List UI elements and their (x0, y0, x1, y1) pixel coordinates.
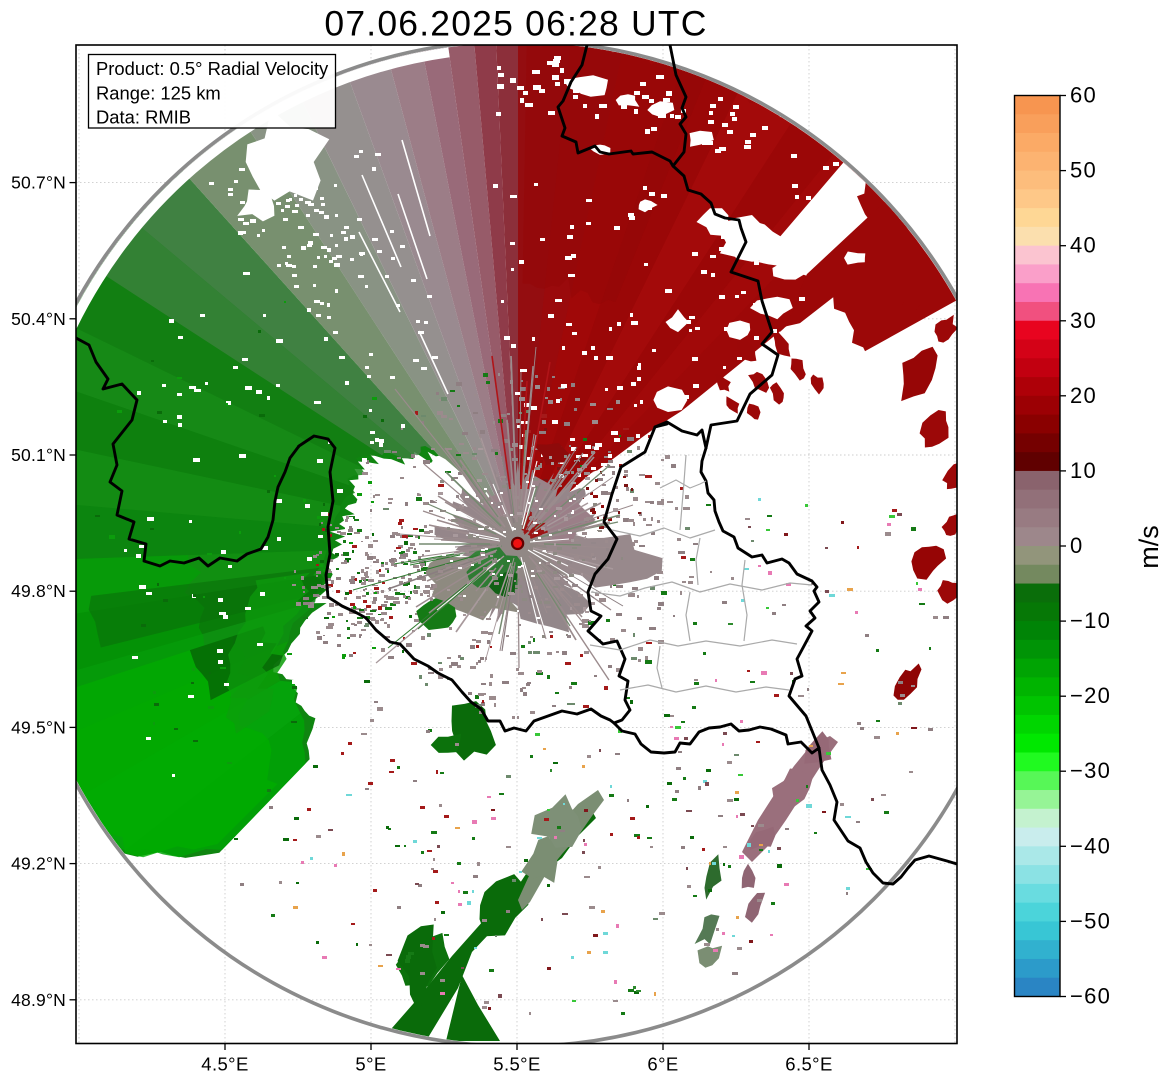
svg-text:6°E: 6°E (647, 1054, 678, 1075)
svg-text:10: 10 (1070, 458, 1097, 483)
svg-text:m/s: m/s (1134, 525, 1164, 569)
svg-text:50.7°N: 50.7°N (11, 173, 66, 193)
svg-text:−60: −60 (1070, 984, 1111, 1009)
svg-text:48.9°N: 48.9°N (11, 990, 66, 1010)
svg-text:Range: 125 km: Range: 125 km (96, 83, 221, 104)
svg-text:Product: 0.5° Radial Velocity: Product: 0.5° Radial Velocity (96, 58, 329, 79)
svg-text:−50: −50 (1070, 908, 1111, 933)
svg-text:40: 40 (1070, 233, 1097, 258)
svg-text:49.8°N: 49.8°N (11, 581, 66, 601)
svg-text:60: 60 (1070, 83, 1097, 108)
svg-text:4.5°E: 4.5°E (201, 1054, 248, 1075)
svg-text:−40: −40 (1070, 833, 1111, 858)
svg-text:0: 0 (1070, 533, 1084, 558)
svg-text:50.1°N: 50.1°N (11, 445, 66, 465)
svg-text:−10: −10 (1070, 608, 1111, 633)
svg-text:5.5°E: 5.5°E (493, 1054, 540, 1075)
svg-text:30: 30 (1070, 308, 1097, 333)
svg-text:6.5°E: 6.5°E (785, 1054, 832, 1075)
svg-text:50: 50 (1070, 158, 1097, 183)
svg-text:07.06.2025 06:28 UTC: 07.06.2025 06:28 UTC (324, 4, 707, 44)
svg-text:20: 20 (1070, 383, 1097, 408)
svg-text:Data: RMIB: Data: RMIB (96, 107, 191, 128)
svg-text:49.2°N: 49.2°N (11, 854, 66, 874)
svg-text:5°E: 5°E (355, 1054, 386, 1075)
svg-text:49.5°N: 49.5°N (11, 717, 66, 737)
svg-text:50.4°N: 50.4°N (11, 309, 66, 329)
svg-text:−20: −20 (1070, 683, 1111, 708)
svg-text:−30: −30 (1070, 758, 1111, 783)
